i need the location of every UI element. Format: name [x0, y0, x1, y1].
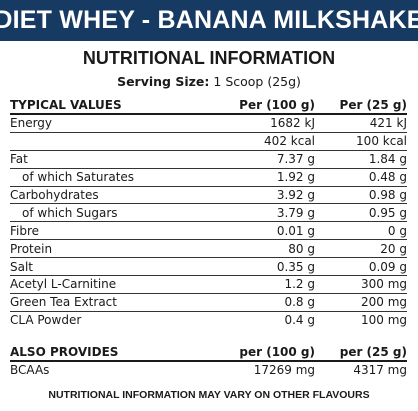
value-per-100g: 17269 mg	[253, 363, 315, 378]
nutrition-table: TYPICAL VALUES Per (100 g) Per (25 g) En…	[10, 96, 407, 329]
table-row: Protein 80 g 20 g	[10, 239, 407, 258]
nutrition-table-header: TYPICAL VALUES Per (100 g) Per (25 g)	[10, 96, 407, 115]
nutrient-name: Fibre	[10, 221, 223, 240]
nutrient-name: BCAAs	[10, 363, 50, 378]
value-per-25g: 421 kJ	[369, 116, 407, 131]
nutrient-name: Carbohydrates	[10, 185, 223, 204]
nutrient-name	[10, 131, 223, 151]
nutrient-name: Green Tea Extract	[10, 292, 223, 312]
serving-size-label: Serving Size:	[117, 74, 210, 89]
header-also-per-100g: per (100 g)	[223, 343, 315, 362]
value-per-100g: 1.2 g	[223, 275, 315, 294]
header-per-100g: Per (100 g)	[223, 96, 315, 115]
product-banner: DIET WHEY - BANANA MILKSHAKE	[0, 0, 418, 41]
header-per-25g: Per (25 g)	[315, 96, 407, 115]
table-row: Green Tea Extract 0.8 g 200 mg	[10, 292, 407, 312]
value-per-100g: 1.92 g	[223, 167, 315, 187]
nutrient-name: of which Sugars	[10, 203, 223, 222]
table-row: Fat 7.37 g 1.84 g	[10, 149, 407, 169]
value-per-100g: 7.37 g	[223, 149, 315, 169]
value-per-25g: 0.98 g	[315, 185, 407, 204]
value-per-25g: 200 mg	[315, 292, 407, 312]
value-per-100g: 0.01 g	[223, 221, 315, 240]
table-row: CLA Powder 0.4 g 100 mg	[10, 310, 407, 329]
value-per-100g: 0.4 g	[223, 310, 315, 329]
table-row: of which Sugars 3.79 g 0.95 g	[10, 203, 407, 222]
table-row: BCAAs 17269 mg 4317 mg	[10, 361, 407, 379]
value-per-25g: 1.84 g	[315, 149, 407, 169]
flavour-disclaimer: NUTRITIONAL INFORMATION MAY VARY ON OTHE…	[48, 389, 370, 401]
table-row: Energy 1682 kJ 421 kJ	[10, 114, 407, 132]
table-row: 402 kcal 100 kcal	[10, 131, 407, 151]
nutrient-name: CLA Powder	[10, 310, 223, 329]
nutrient-name: Energy	[10, 116, 53, 131]
table-row: Salt 0.35 g 0.09 g	[10, 257, 407, 276]
value-per-25g: 20 g	[315, 239, 407, 258]
value-per-100g: 3.79 g	[223, 203, 315, 222]
header-also-per-25g: per (25 g)	[315, 343, 407, 362]
value-per-100g: 402 kcal	[223, 131, 315, 151]
value-per-100g: 0.35 g	[223, 257, 315, 276]
header-typical-values: TYPICAL VALUES	[10, 96, 223, 115]
value-per-25g: 0.09 g	[315, 257, 407, 276]
value-per-100g: 80 g	[223, 239, 315, 258]
table-row: Carbohydrates 3.92 g 0.98 g	[10, 185, 407, 204]
nutrient-name: Acetyl L-Carnitine	[10, 275, 223, 294]
value-per-100g: 1682 kJ	[270, 116, 315, 131]
nutrient-name: Protein	[10, 239, 223, 258]
table-row: Acetyl L-Carnitine 1.2 g 300 mg	[10, 275, 407, 294]
value-per-100g: 0.8 g	[223, 292, 315, 312]
table-row: of which Saturates 1.92 g 0.48 g	[10, 167, 407, 187]
page-title: NUTRITIONAL INFORMATION	[82, 48, 336, 68]
nutrient-name: of which Saturates	[10, 167, 223, 187]
nutrient-name: Salt	[10, 257, 223, 276]
value-per-25g: 0.48 g	[315, 167, 407, 187]
value-per-25g: 300 mg	[315, 275, 407, 294]
nutrient-name: Fat	[10, 149, 223, 169]
value-per-25g: 0 g	[315, 221, 407, 240]
serving-size-value: 1 Scoop (25g)	[213, 74, 301, 89]
value-per-100g: 3.92 g	[223, 185, 315, 204]
value-per-25g: 100 kcal	[315, 131, 407, 151]
value-per-25g: 0.95 g	[315, 203, 407, 222]
value-per-25g: 4317 mg	[353, 363, 407, 378]
also-provides-header: ALSO PROVIDES per (100 g) per (25 g)	[10, 343, 407, 362]
value-per-25g: 100 mg	[315, 310, 407, 329]
header-also-provides: ALSO PROVIDES	[10, 343, 223, 362]
serving-size: Serving Size: 1 Scoop (25g)	[0, 74, 418, 89]
also-provides-table: ALSO PROVIDES per (100 g) per (25 g) BCA…	[10, 343, 407, 379]
also-provides-body: BCAAs 17269 mg 4317 mg	[10, 361, 407, 379]
nutrition-table-body: Energy 1682 kJ 421 kJ 402 kcal 100 kcal Fat 7.…	[10, 114, 407, 329]
